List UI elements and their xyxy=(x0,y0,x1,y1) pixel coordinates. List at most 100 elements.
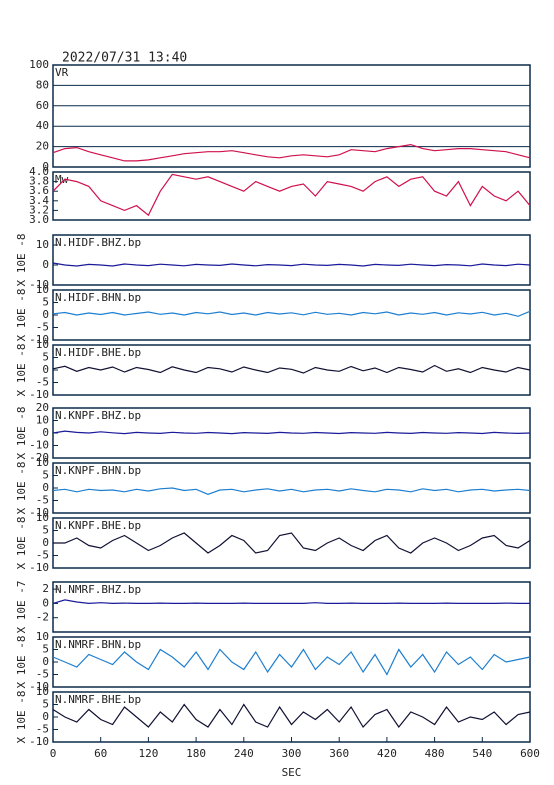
y-tick-label: -10 xyxy=(29,278,49,291)
y-tick-label: 5 xyxy=(42,643,49,656)
panel-frame xyxy=(52,64,531,168)
y-tick-label: -10 xyxy=(29,506,49,519)
y-tick-label: 10 xyxy=(36,283,49,296)
y-tick-label: 20 xyxy=(36,401,49,414)
y-tick-label: 5 xyxy=(42,351,49,364)
y-tick-label: 10 xyxy=(36,338,49,351)
y-tick-label: -10 xyxy=(29,735,49,748)
y-tick-label: -20 xyxy=(29,451,49,464)
x-tick-label: 180 xyxy=(186,747,206,760)
series-name: N.KNPF.BHN.bp xyxy=(55,464,141,477)
series-name: Mw xyxy=(55,173,69,186)
series-line xyxy=(52,430,531,435)
y-tick-label: -5 xyxy=(36,549,49,562)
y-tick-label: -10 xyxy=(29,388,49,401)
series-name: N.KNPF.BHZ.bp xyxy=(55,409,141,422)
y-tick-label: 0 xyxy=(42,308,49,321)
y-axis-label: X 10E -8 xyxy=(15,691,28,744)
y-tick-label: -5 xyxy=(36,321,49,334)
y-tick-label: 10 xyxy=(36,630,49,643)
y-tick-label: 0 xyxy=(42,596,49,609)
y-tick-label: -2 xyxy=(36,611,49,624)
series-line xyxy=(53,532,531,554)
panel-frame xyxy=(52,234,531,286)
y-tick-label: 100 xyxy=(29,58,49,71)
y-tick-label: 3.8 xyxy=(29,175,49,188)
series-name: N.KNPF.BHE.bp xyxy=(55,519,141,532)
y-tick-label: 5 xyxy=(42,296,49,309)
y-tick-label: 10 xyxy=(36,414,49,427)
y-tick-label: 3.6 xyxy=(29,184,49,197)
x-tick-label: 360 xyxy=(329,747,349,760)
series-name: N.HIDF.BHZ.bp xyxy=(55,236,141,249)
y-tick-label: 0 xyxy=(42,258,49,271)
y-tick-label: 5 xyxy=(42,524,49,537)
series-line xyxy=(52,648,531,676)
y-tick-label: 3.0 xyxy=(29,213,49,226)
y-tick-label: -10 xyxy=(29,333,49,346)
series-line xyxy=(52,262,531,267)
series-name: N.HIDF.BHE.bp xyxy=(55,346,141,359)
y-tick-label: 10 xyxy=(36,238,49,251)
y-tick-label: -5 xyxy=(36,723,49,736)
x-tick-label: 420 xyxy=(377,747,397,760)
y-tick-label: 3.2 xyxy=(29,203,49,216)
y-tick-label: -10 xyxy=(29,561,49,574)
y-axis-label: X 10E -8 xyxy=(15,636,28,689)
y-axis-label: X 10E -8 xyxy=(15,517,28,570)
y-tick-label: -5 xyxy=(36,376,49,389)
y-tick-label: -10 xyxy=(29,680,49,693)
x-tick-label: 120 xyxy=(138,747,158,760)
y-tick-label: 40 xyxy=(36,119,49,132)
y-tick-label: 0 xyxy=(42,536,49,549)
panel-frame xyxy=(52,171,531,221)
x-tick-label: 60 xyxy=(94,747,107,760)
y-tick-label: 20 xyxy=(36,140,49,153)
y-tick-label: 0 xyxy=(42,655,49,668)
y-tick-label: 0 xyxy=(42,481,49,494)
y-axis-label: X 10E -8 xyxy=(15,234,28,287)
title: 2022/07/31 13:40 xyxy=(62,51,187,66)
y-axis-label: X 10E -8 xyxy=(15,462,28,515)
y-tick-label: -5 xyxy=(36,668,49,681)
y-tick-label: 80 xyxy=(36,78,49,91)
series-name: N.NMRF.BHE.bp xyxy=(55,693,141,706)
y-tick-label: 60 xyxy=(36,99,49,112)
y-tick-label: 10 xyxy=(36,685,49,698)
y-tick-label: 5 xyxy=(42,469,49,482)
series-name: N.NMRF.BHZ.bp xyxy=(55,583,141,596)
series-line xyxy=(52,143,531,162)
y-tick-label: 2 xyxy=(42,582,49,595)
y-tick-label: 0 xyxy=(42,710,49,723)
x-tick-label: 300 xyxy=(282,747,302,760)
panel-frame xyxy=(52,581,531,633)
series-line xyxy=(52,599,530,605)
y-tick-label: 4.0 xyxy=(29,165,49,178)
y-tick-label: 0 xyxy=(42,160,49,173)
y-tick-label: 10 xyxy=(36,511,49,524)
y-tick-label: 0 xyxy=(42,363,49,376)
x-tick-label: 480 xyxy=(425,747,445,760)
series-name: VR xyxy=(55,66,69,79)
series-name: N.NMRF.BHN.bp xyxy=(55,638,141,651)
x-tick-label: 0 xyxy=(50,747,57,760)
x-tick-label: 540 xyxy=(472,747,492,760)
y-tick-label: -5 xyxy=(36,494,49,507)
series-name: N.HIDF.BHN.bp xyxy=(55,291,141,304)
y-tick-label: 10 xyxy=(36,456,49,469)
x-axis-label: SEC xyxy=(282,766,302,779)
y-axis-label: X 10E -8 xyxy=(15,289,28,342)
y-axis-label: X 10E -7 xyxy=(15,581,28,634)
y-tick-label: 0 xyxy=(42,426,49,439)
series-line xyxy=(52,364,531,374)
series-line xyxy=(52,310,531,317)
series-line xyxy=(52,487,531,495)
y-tick-label: 5 xyxy=(42,698,49,711)
series-line xyxy=(52,173,531,217)
y-tick-label: -10 xyxy=(29,439,49,452)
series-line xyxy=(52,703,531,729)
y-axis-label: X 10E -8 xyxy=(15,407,28,460)
x-tick-label: 600 xyxy=(520,747,540,760)
x-tick-label: 240 xyxy=(234,747,254,760)
